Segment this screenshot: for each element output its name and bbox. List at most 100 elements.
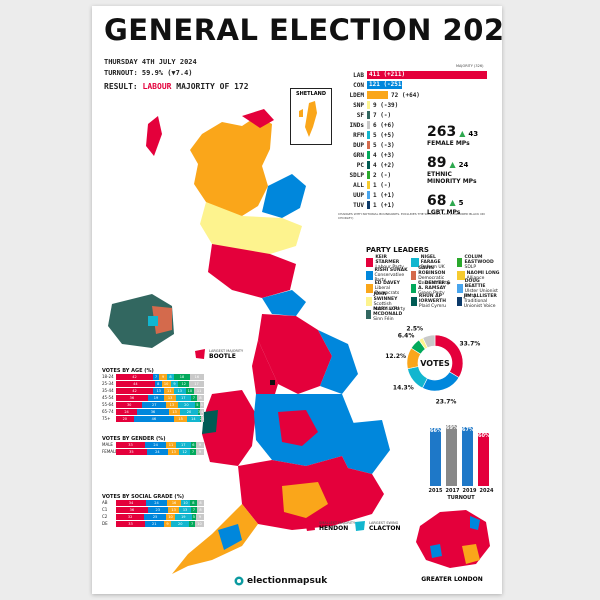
seat-row-dup: DUP 5 (-3) bbox=[338, 140, 498, 150]
leader-card: ED DAVEY Liberal Democrats bbox=[366, 281, 409, 296]
leader-name: JIM ALLISTER bbox=[463, 294, 497, 299]
table-cell: 36 bbox=[116, 395, 148, 401]
largest-swing-label: LARGEST SWING bbox=[369, 520, 399, 525]
table-cell: 15 bbox=[174, 416, 188, 422]
election-poster: GENERAL ELECTION 2024 THURSDAY 4TH JULY … bbox=[92, 6, 502, 594]
leader-photo bbox=[366, 297, 372, 306]
ethnic-mps-label: ETHNIC MINORITY MPs bbox=[427, 171, 477, 185]
table-cell: 35 bbox=[116, 449, 147, 455]
vote-slice-label: 2.5% bbox=[406, 326, 423, 333]
leader-name: KEIR STARMER bbox=[375, 255, 400, 265]
table-cell: 14 bbox=[187, 416, 200, 422]
vote-slice-label: 23.7% bbox=[436, 398, 457, 405]
turnout-bar-2024: 60% bbox=[478, 432, 490, 486]
table-row: FEMALE 35 24 13 12 7 9 bbox=[102, 449, 206, 455]
result-party: LABOUR bbox=[142, 82, 172, 91]
table-cell: 7 bbox=[190, 395, 197, 401]
leader-party: Reform UK bbox=[420, 265, 445, 270]
shetland-inset: SHETLAND bbox=[290, 88, 332, 145]
seat-value: 5 (-3) bbox=[373, 141, 395, 149]
leader-card: GAVIN ROBINSON Democratic Unionist Party bbox=[411, 266, 454, 286]
table-cell: 20 bbox=[177, 402, 196, 408]
table-row-label: DE bbox=[102, 521, 108, 526]
table-row: 25-34 44 8 10 9 12 17 bbox=[102, 381, 206, 387]
table-cell: 11 bbox=[164, 388, 175, 394]
ethnic-mps-value: 89 bbox=[427, 155, 447, 171]
map-northwest bbox=[252, 340, 278, 404]
seat-bar bbox=[367, 191, 370, 199]
table-cell: 17 bbox=[175, 442, 191, 448]
table-cell: 27 bbox=[142, 402, 167, 408]
map-scotland-central bbox=[200, 202, 302, 254]
seat-value: 2 (-) bbox=[373, 171, 392, 179]
majority-line-label: MAJORITY (326) bbox=[456, 64, 484, 68]
table-row: C2 32 25 10 19 5 9 bbox=[102, 514, 206, 520]
table-cell: 9 bbox=[196, 449, 204, 455]
seat-value: 72 (+64) bbox=[391, 91, 420, 99]
leader-card: MARY LOU MCDONALD Sinn Féin bbox=[366, 307, 409, 322]
lgbt-mps-change: 5 bbox=[458, 199, 464, 207]
leader-party: Green Party bbox=[418, 291, 445, 296]
table-cell: 10 bbox=[195, 521, 204, 527]
leader-text: JIM ALLISTER Traditional Unionist Voice bbox=[464, 294, 500, 309]
up-arrow-icon: ▲ bbox=[449, 160, 456, 169]
lgbt-mps-value: 68 bbox=[427, 193, 447, 209]
leader-photo bbox=[456, 284, 463, 293]
turnout-bar-label: 66% bbox=[430, 427, 442, 434]
table-cell: 12 bbox=[179, 449, 190, 455]
table-cell: 19 bbox=[147, 395, 165, 401]
leader-photo bbox=[366, 284, 373, 293]
smallest-majority-badge: SMALLEST MAJORITY HENDON bbox=[304, 520, 355, 532]
table-cell: 30 bbox=[116, 402, 143, 408]
leader-card: JOHN SWINNEY Scottish National Party bbox=[366, 292, 409, 312]
leader-photo bbox=[411, 284, 417, 293]
seat-bar bbox=[367, 201, 370, 209]
leader-text: NIGEL FARAGE Reform UK bbox=[421, 255, 455, 270]
leader-photo bbox=[366, 271, 373, 280]
turnout-year: 2015 bbox=[428, 488, 443, 494]
leader-text: MARY LOU MCDONALD Sinn Féin bbox=[373, 307, 409, 322]
table-cell: 10 bbox=[181, 500, 190, 506]
table-cell: 20 bbox=[116, 416, 134, 422]
table-cell: 11 bbox=[166, 442, 176, 448]
seat-row-rfm: RFM 5 (+5) bbox=[338, 130, 498, 140]
map-ni-dot bbox=[148, 316, 158, 326]
result-label: RESULT: bbox=[104, 82, 138, 91]
gender-table: VOTES BY GENDER (%) MALE 33 24 11 17 6 9 FEMALE… bbox=[102, 436, 206, 456]
greater-london-inset: GREATER LONDON bbox=[410, 506, 494, 583]
table-cell: 7 bbox=[190, 507, 197, 513]
seat-row-lab: LAB 411 (+211) bbox=[338, 70, 498, 80]
table-cell: 24 bbox=[145, 500, 168, 506]
seat-party-code: LAB bbox=[353, 71, 364, 79]
leader-text: COLUM EASTWOOD SDLP bbox=[464, 255, 500, 270]
leader-party: Sinn Féin bbox=[373, 317, 394, 322]
turnout-bar-2017: 69% bbox=[446, 424, 458, 486]
turnout-bars: 66% 69% 67% 60% bbox=[428, 424, 494, 486]
seat-row-inds: INDs 6 (+6) bbox=[338, 120, 498, 130]
age-table-heading: VOTES BY AGE (%) bbox=[102, 368, 154, 374]
leader-text: JOHN SWINNEY Scottish National Party bbox=[374, 292, 410, 312]
seat-rows: LAB 411 (+211) CON 121 (-251) LDEM 72 (+64) SN… bbox=[338, 70, 498, 210]
leader-card: RISHI SUNAK Conservative Party bbox=[366, 268, 409, 283]
result-value: MAJORITY OF 172 bbox=[176, 82, 249, 91]
leader-card: NAOMI LONG Alliance bbox=[456, 270, 500, 281]
leader-text: C. DENYER & A. RAMSAY Green Party bbox=[418, 281, 455, 296]
turnout-bar-2019: 67% bbox=[462, 426, 474, 486]
seat-bar bbox=[367, 131, 370, 139]
ethnic-mps-change: 24 bbox=[458, 161, 469, 169]
seat-party-code: SNP bbox=[353, 101, 364, 109]
result-summary: RESULT: LABOUR MAJORITY OF 172 bbox=[104, 82, 249, 91]
largest-swing-badge: LARGEST SWING CLACTON bbox=[354, 520, 401, 532]
table-cell: 7 bbox=[189, 521, 196, 527]
table-cell: 11 bbox=[194, 388, 204, 394]
leader-text: DOUG BEATTIE Ulster Unionist Party bbox=[465, 279, 500, 299]
leader-photo bbox=[411, 297, 417, 306]
map-southwest-blue bbox=[218, 524, 242, 550]
table-cell: 7 bbox=[189, 449, 197, 455]
seat-party-code: LDEM bbox=[349, 91, 364, 99]
map-speaker-seat bbox=[270, 380, 275, 385]
leader-text: NAOMI LONG Alliance bbox=[467, 271, 500, 281]
table-row-label: 55-64 bbox=[102, 402, 114, 407]
leader-party: Traditional Unionist Voice bbox=[463, 299, 496, 309]
map-east-anglia bbox=[342, 420, 390, 474]
